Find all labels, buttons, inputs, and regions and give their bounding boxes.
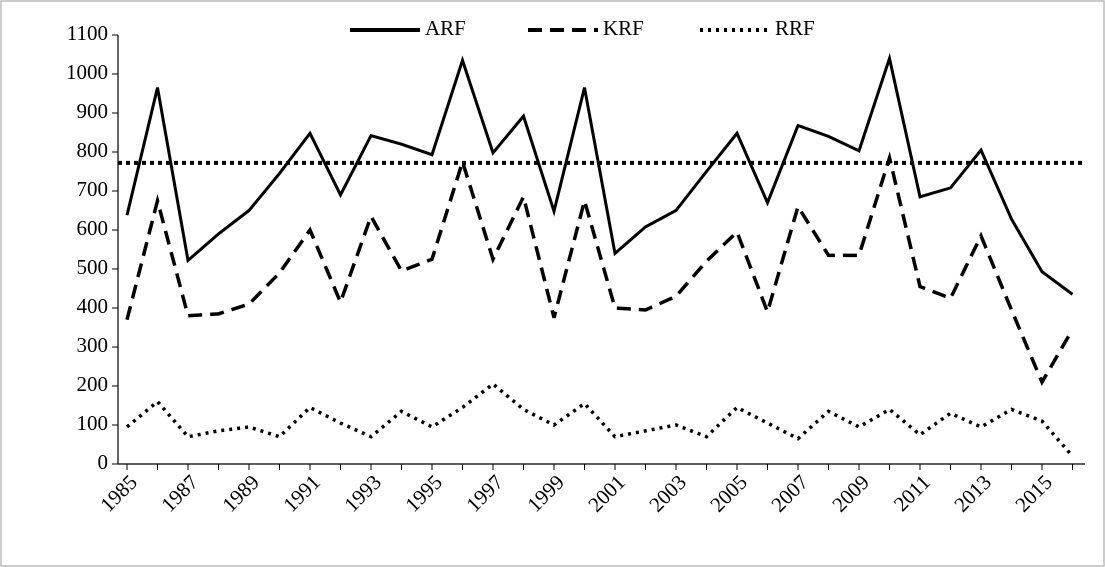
y-tick-label: 100 [77,411,109,435]
y-tick-label: 1100 [67,21,108,45]
y-tick-label: 300 [77,333,109,357]
legend-label: ARF [425,16,466,40]
y-tick-label: 0 [98,450,109,474]
y-tick-label: 800 [77,138,109,162]
series-line [125,52,1074,296]
y-tick-label: 500 [77,255,109,279]
y-tick-label: 900 [77,99,109,123]
legend-label: KRF [603,16,644,40]
y-tick-label: 1000 [66,60,108,84]
y-tick-label: 400 [77,294,109,318]
y-tick-label: 700 [77,177,109,201]
series-line [125,151,1075,387]
y-tick-label: 600 [77,216,109,240]
legend-label: RRF [775,16,815,40]
y-tick-label: 200 [77,372,109,396]
